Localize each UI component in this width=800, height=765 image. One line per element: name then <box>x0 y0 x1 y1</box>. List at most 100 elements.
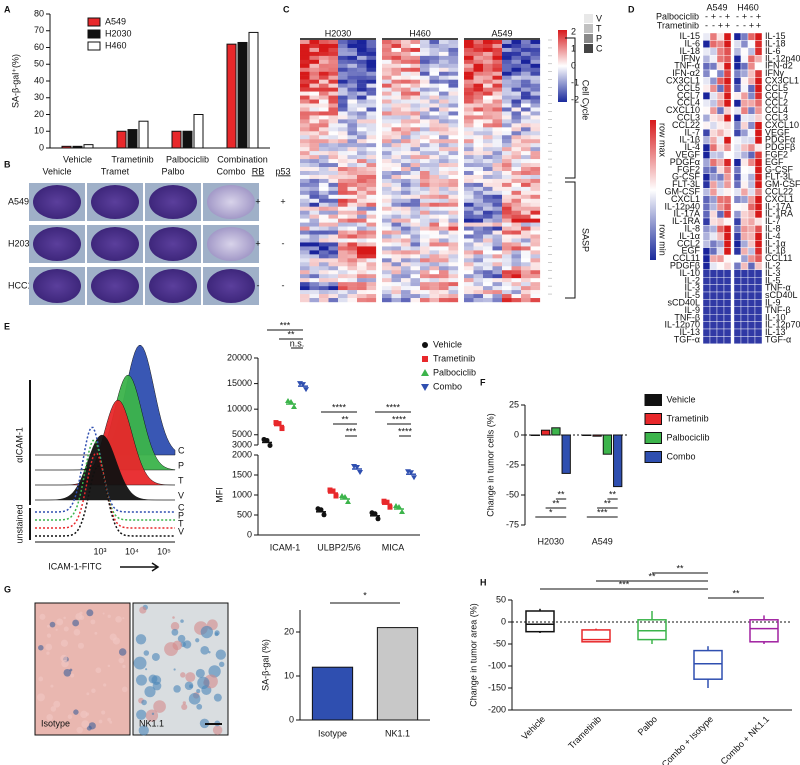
y-tick-label: -100 <box>488 660 506 670</box>
y-tick-label: 500 <box>237 509 252 519</box>
heat-cell <box>521 218 531 223</box>
heat-cell <box>328 254 339 259</box>
heat-cell <box>382 59 392 65</box>
heat-cell <box>357 147 367 152</box>
heat-cell <box>429 83 440 88</box>
row-label: IL-17A <box>673 209 700 219</box>
heat-cell <box>492 270 503 275</box>
heat-cell <box>723 254 732 263</box>
heat-cell <box>319 127 329 132</box>
heat-cell <box>702 77 711 86</box>
heat-cell <box>420 178 430 184</box>
significance: ** <box>609 489 617 499</box>
heat-cell <box>483 286 493 291</box>
heat-cell <box>530 159 541 164</box>
heat-cell <box>511 123 522 128</box>
heat-cell <box>747 40 756 49</box>
data-point <box>387 504 393 510</box>
column-header: Combo <box>216 166 245 176</box>
heat-cell <box>357 174 367 180</box>
heat-cell <box>747 269 756 278</box>
bar <box>530 434 540 436</box>
heat-cell <box>328 159 339 164</box>
heat-cell <box>530 83 541 88</box>
heat-cell <box>723 284 732 293</box>
heat-cell <box>502 111 512 116</box>
heat-cell <box>366 83 377 88</box>
significance: ** <box>676 563 684 573</box>
micrograph-texture <box>180 619 184 623</box>
heat-cell <box>754 55 763 63</box>
heat-cell <box>709 91 718 100</box>
heat-cell <box>309 282 320 287</box>
heat-cell <box>448 131 459 136</box>
heat-cell <box>511 63 522 68</box>
heat-cell <box>420 99 430 104</box>
heat-cell <box>473 198 484 203</box>
micrograph-texture <box>188 692 201 705</box>
x-tick-label: ULBP2/5/6 <box>317 542 361 552</box>
heat-cell <box>716 328 725 337</box>
heat-cell <box>357 155 367 160</box>
row-label: CXCL10 <box>666 105 700 115</box>
micrograph-texture <box>118 657 125 664</box>
y-tick-label: 0 <box>39 142 44 152</box>
row-label: IL-17A <box>765 201 792 211</box>
row-label: IL-7 <box>765 216 781 226</box>
heat-cell <box>439 99 449 104</box>
y-tick-label: 80 <box>34 8 44 18</box>
heat-cell <box>733 269 742 278</box>
legend-label: Trametinib <box>433 353 475 363</box>
heat-cell <box>410 143 421 148</box>
heat-cell <box>338 230 348 235</box>
heat-cell <box>530 43 541 49</box>
heat-cell <box>740 314 749 322</box>
heat-cell <box>410 43 421 49</box>
heat-cell <box>502 107 512 112</box>
heat-cell <box>464 222 474 227</box>
heat-cell <box>723 262 732 270</box>
heat-cell <box>723 32 732 41</box>
heat-cell <box>300 91 310 96</box>
heat-cell <box>309 127 320 132</box>
heat-cell <box>401 178 411 184</box>
data-point <box>333 493 339 499</box>
heat-cell <box>521 103 531 108</box>
heat-cell <box>448 218 459 223</box>
heat-cell <box>357 67 367 72</box>
heat-cell <box>347 266 358 271</box>
treatment-label: P <box>596 33 602 43</box>
heat-cell <box>448 214 459 219</box>
significance: ** <box>287 329 295 339</box>
heat-cell <box>483 51 493 57</box>
row-label: CCL4 <box>677 98 700 108</box>
bar <box>127 129 138 149</box>
heat-cell <box>511 59 522 65</box>
heat-cell <box>464 294 474 299</box>
heat-cell <box>300 135 310 140</box>
heat-cell <box>740 158 749 167</box>
heat-cell <box>530 67 541 72</box>
row-label: PDGFα <box>670 157 700 167</box>
heat-cell <box>347 246 358 251</box>
heat-cell <box>740 173 749 182</box>
heat-cell <box>382 202 392 207</box>
x-tick-label: Trametinib <box>111 154 153 164</box>
heat-cell <box>740 277 749 285</box>
heat-cell <box>429 182 440 188</box>
heat-cell <box>448 143 459 148</box>
bar <box>72 145 83 149</box>
column-header: A549 <box>491 28 512 38</box>
heat-cell <box>483 79 493 84</box>
heat-cell <box>702 262 711 270</box>
heat-cell <box>754 284 763 293</box>
row-label: FLT-3L <box>765 172 793 182</box>
legend-marker <box>422 342 428 348</box>
heat-cell <box>473 171 484 176</box>
heat-cell <box>439 131 449 136</box>
heat-cell <box>401 230 411 235</box>
heat-cell <box>420 226 430 231</box>
heat-cell <box>747 99 756 108</box>
heat-cell <box>754 62 763 71</box>
sign: + <box>756 20 761 30</box>
